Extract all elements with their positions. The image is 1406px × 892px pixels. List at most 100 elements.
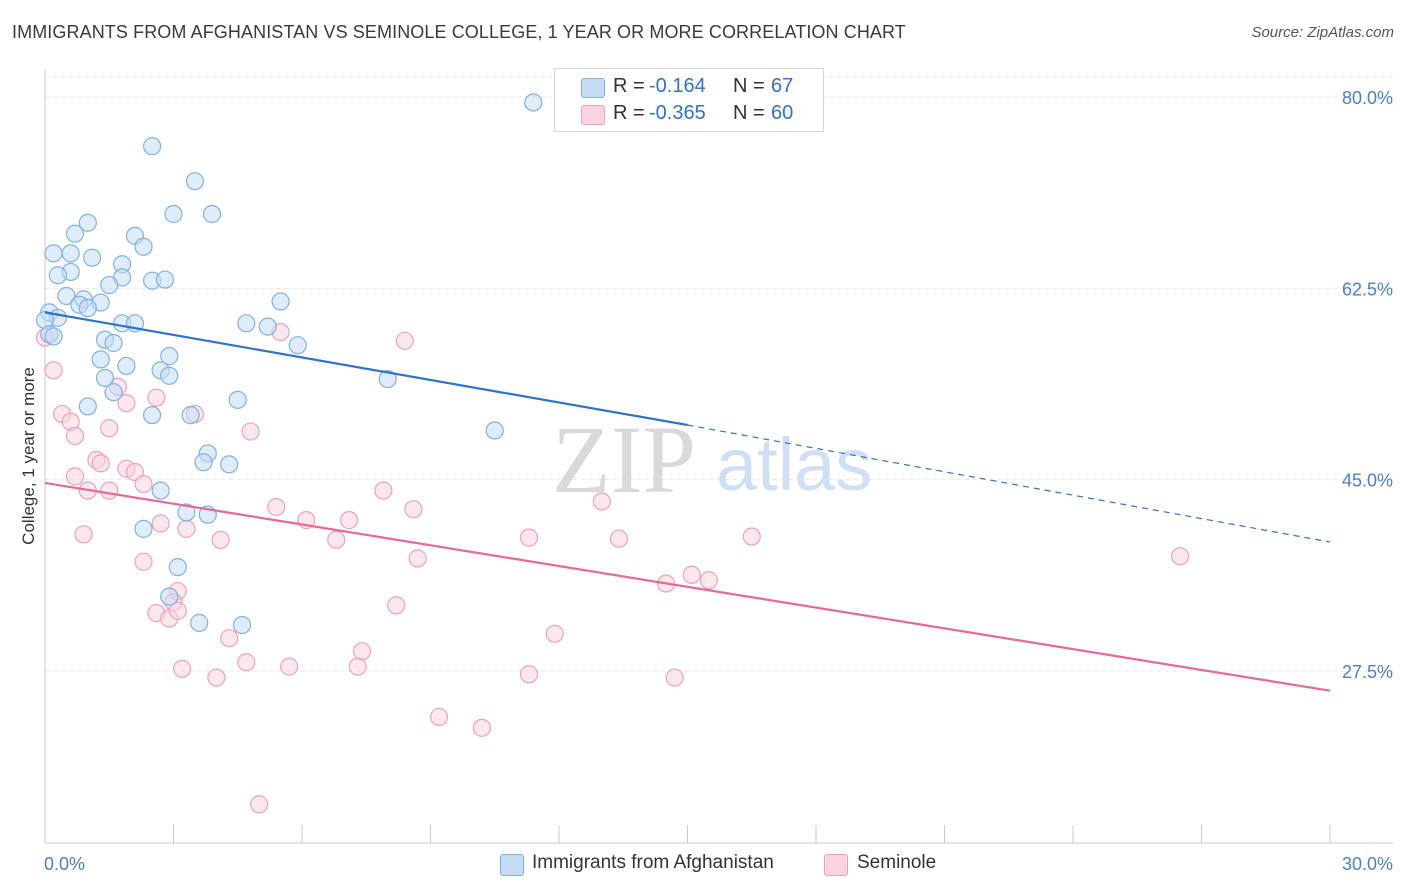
point-afghanistan: [78, 397, 97, 416]
point-afghanistan: [258, 317, 277, 336]
point-afghanistan: [91, 350, 110, 369]
point-seminole: [682, 565, 701, 584]
trend-line-seminole: [44, 481, 1331, 692]
y-tick-labels: 27.5% 45.0% 62.5% 80.0%: [1342, 88, 1393, 682]
point-seminole: [91, 454, 110, 473]
point-afghanistan: [168, 558, 187, 577]
point-seminole: [395, 331, 414, 350]
legend-row-afghanistan: R = -0.164 N = 67: [555, 75, 823, 99]
point-seminole: [151, 514, 170, 533]
point-afghanistan: [78, 298, 97, 318]
legend-r-value: -0.365: [649, 102, 706, 124]
trend-line-afghanistan: [44, 311, 688, 427]
y-tick-label: 27.5%: [1342, 662, 1393, 682]
point-seminole: [168, 601, 187, 620]
legend-n-value: 60: [771, 102, 794, 124]
y-tick-label: 80.0%: [1342, 88, 1393, 108]
data-points: [35, 93, 1190, 814]
bottom-legend-label-afghanistan: Immigrants from Afghanistan: [532, 852, 774, 873]
point-seminole: [44, 361, 63, 380]
point-seminole: [699, 571, 719, 590]
point-afghanistan: [177, 503, 196, 522]
y-tick-label: 45.0%: [1342, 471, 1393, 491]
point-seminole: [472, 718, 491, 737]
point-afghanistan: [237, 314, 256, 333]
point-afghanistan: [202, 204, 222, 224]
point-afghanistan: [164, 204, 183, 224]
point-afghanistan: [78, 213, 97, 232]
point-seminole: [267, 497, 286, 517]
point-afghanistan: [271, 292, 290, 311]
bottom-legend-label-seminole: Seminole: [857, 852, 937, 873]
point-afghanistan: [185, 172, 205, 191]
point-afghanistan: [57, 286, 76, 306]
point-afghanistan: [95, 368, 115, 388]
point-seminole: [100, 481, 119, 500]
point-seminole: [404, 500, 423, 519]
point-afghanistan: [160, 587, 179, 606]
point-afghanistan: [228, 390, 247, 409]
point-afghanistan: [485, 421, 504, 440]
point-seminole: [408, 549, 427, 568]
legend-swatch-blue: [581, 78, 605, 98]
point-afghanistan: [232, 615, 252, 635]
point-afghanistan: [134, 519, 153, 538]
point-afghanistan: [160, 366, 179, 385]
point-afghanistan: [83, 248, 102, 267]
trend-line-afghanistan-extension: [687, 424, 1331, 543]
bottom-legend-swatch-blue: [500, 854, 524, 876]
point-seminole: [519, 528, 539, 547]
point-seminole: [327, 530, 346, 549]
point-afghanistan: [117, 356, 136, 376]
point-seminole: [609, 529, 629, 548]
legend-swatch-pink: [581, 105, 605, 125]
legend-n-label: N =: [733, 75, 765, 97]
point-afghanistan: [190, 613, 209, 632]
point-afghanistan: [142, 137, 162, 156]
point-afghanistan: [104, 383, 123, 402]
legend-n-label: N =: [733, 102, 765, 124]
x-tick-label-max: 30.0%: [1342, 854, 1393, 874]
point-seminole: [519, 665, 539, 684]
point-seminole: [172, 659, 192, 678]
point-afghanistan: [142, 406, 162, 425]
grid-lines: [45, 76, 1393, 672]
point-afghanistan: [48, 266, 67, 285]
legend-r-value: -0.164: [649, 75, 706, 97]
point-afghanistan: [378, 369, 397, 389]
point-seminole: [545, 624, 564, 643]
point-seminole: [665, 668, 684, 687]
legend-n-value: 67: [771, 75, 794, 97]
point-seminole: [387, 596, 406, 615]
point-seminole: [348, 657, 367, 676]
point-seminole: [211, 530, 230, 549]
point-seminole: [352, 642, 372, 661]
point-afghanistan: [44, 327, 63, 346]
point-afghanistan: [288, 336, 307, 355]
point-seminole: [592, 492, 611, 511]
legend-r-label: R =: [613, 75, 645, 97]
chart-title: IMMIGRANTS FROM AFGHANISTAN VS SEMINOLE …: [12, 22, 906, 42]
point-afghanistan: [181, 406, 200, 425]
point-seminole: [280, 657, 299, 676]
point-afghanistan: [44, 244, 63, 263]
point-seminole: [134, 552, 153, 571]
point-afghanistan: [134, 237, 153, 256]
point-seminole: [1170, 547, 1190, 566]
point-seminole: [250, 795, 269, 814]
point-afghanistan: [61, 244, 80, 263]
point-seminole: [100, 419, 119, 438]
point-seminole: [374, 481, 393, 500]
source-credit: Source: ZipAtlas.com: [1251, 24, 1394, 41]
point-seminole: [147, 388, 166, 407]
point-seminole: [74, 525, 93, 544]
point-afghanistan: [194, 453, 213, 472]
legend-row-seminole: R = -0.365 N = 60: [555, 102, 823, 126]
point-seminole: [340, 511, 359, 530]
point-afghanistan: [155, 270, 175, 289]
legend-r-label: R =: [613, 102, 645, 124]
legend: R = -0.164 N = 67 R = -0.365 N = 60: [554, 68, 824, 132]
point-seminole: [207, 668, 226, 687]
point-seminole: [134, 474, 153, 494]
